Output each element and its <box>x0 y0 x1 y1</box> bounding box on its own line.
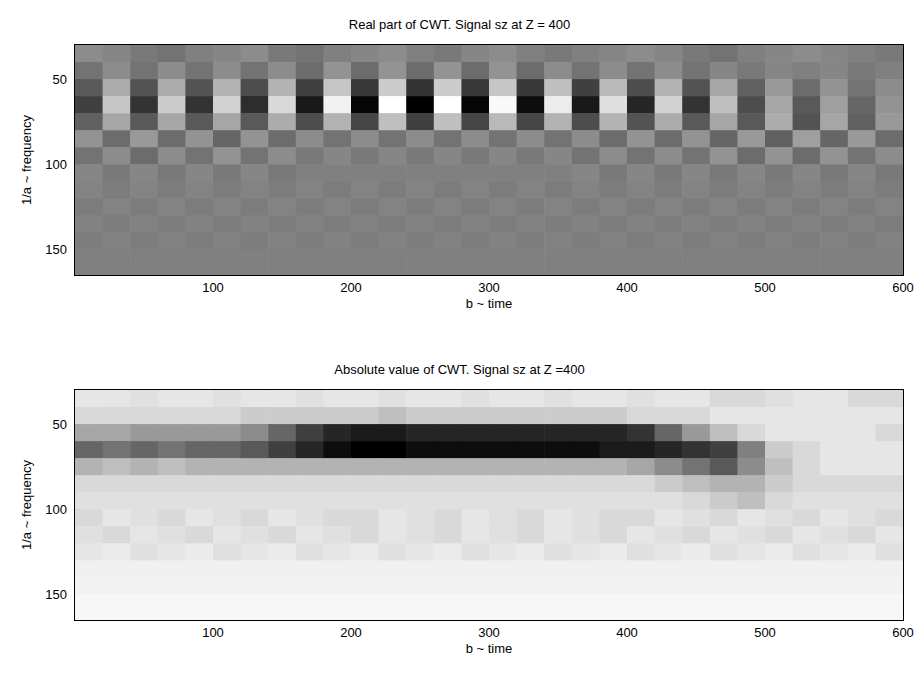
svg-text:600: 600 <box>892 280 914 295</box>
svg-text:100: 100 <box>202 625 224 640</box>
svg-text:100: 100 <box>45 157 67 172</box>
svg-text:600: 600 <box>892 625 914 640</box>
svg-text:b ~ time: b ~ time <box>466 296 513 311</box>
svg-text:500: 500 <box>754 280 776 295</box>
svg-text:150: 150 <box>45 242 67 257</box>
svg-text:300: 300 <box>478 625 500 640</box>
svg-text:50: 50 <box>53 72 67 87</box>
svg-text:100: 100 <box>202 280 224 295</box>
svg-text:Absolute value of CWT. Signal: Absolute value of CWT. Signal sz at Z =4… <box>334 362 584 377</box>
svg-text:1/a ~ frequency: 1/a ~ frequency <box>19 115 34 205</box>
svg-text:b ~ time: b ~ time <box>466 641 513 656</box>
svg-text:200: 200 <box>340 625 362 640</box>
svg-text:100: 100 <box>45 502 67 517</box>
svg-text:400: 400 <box>616 280 638 295</box>
svg-text:150: 150 <box>45 587 67 602</box>
svg-text:300: 300 <box>478 280 500 295</box>
svg-text:Real part of CWT. Signal sz at: Real part of CWT. Signal sz at Z = 400 <box>349 17 570 32</box>
svg-text:1/a ~ frequency: 1/a ~ frequency <box>19 460 34 550</box>
svg-text:400: 400 <box>616 625 638 640</box>
svg-text:50: 50 <box>53 417 67 432</box>
svg-text:500: 500 <box>754 625 776 640</box>
svg-text:200: 200 <box>340 280 362 295</box>
